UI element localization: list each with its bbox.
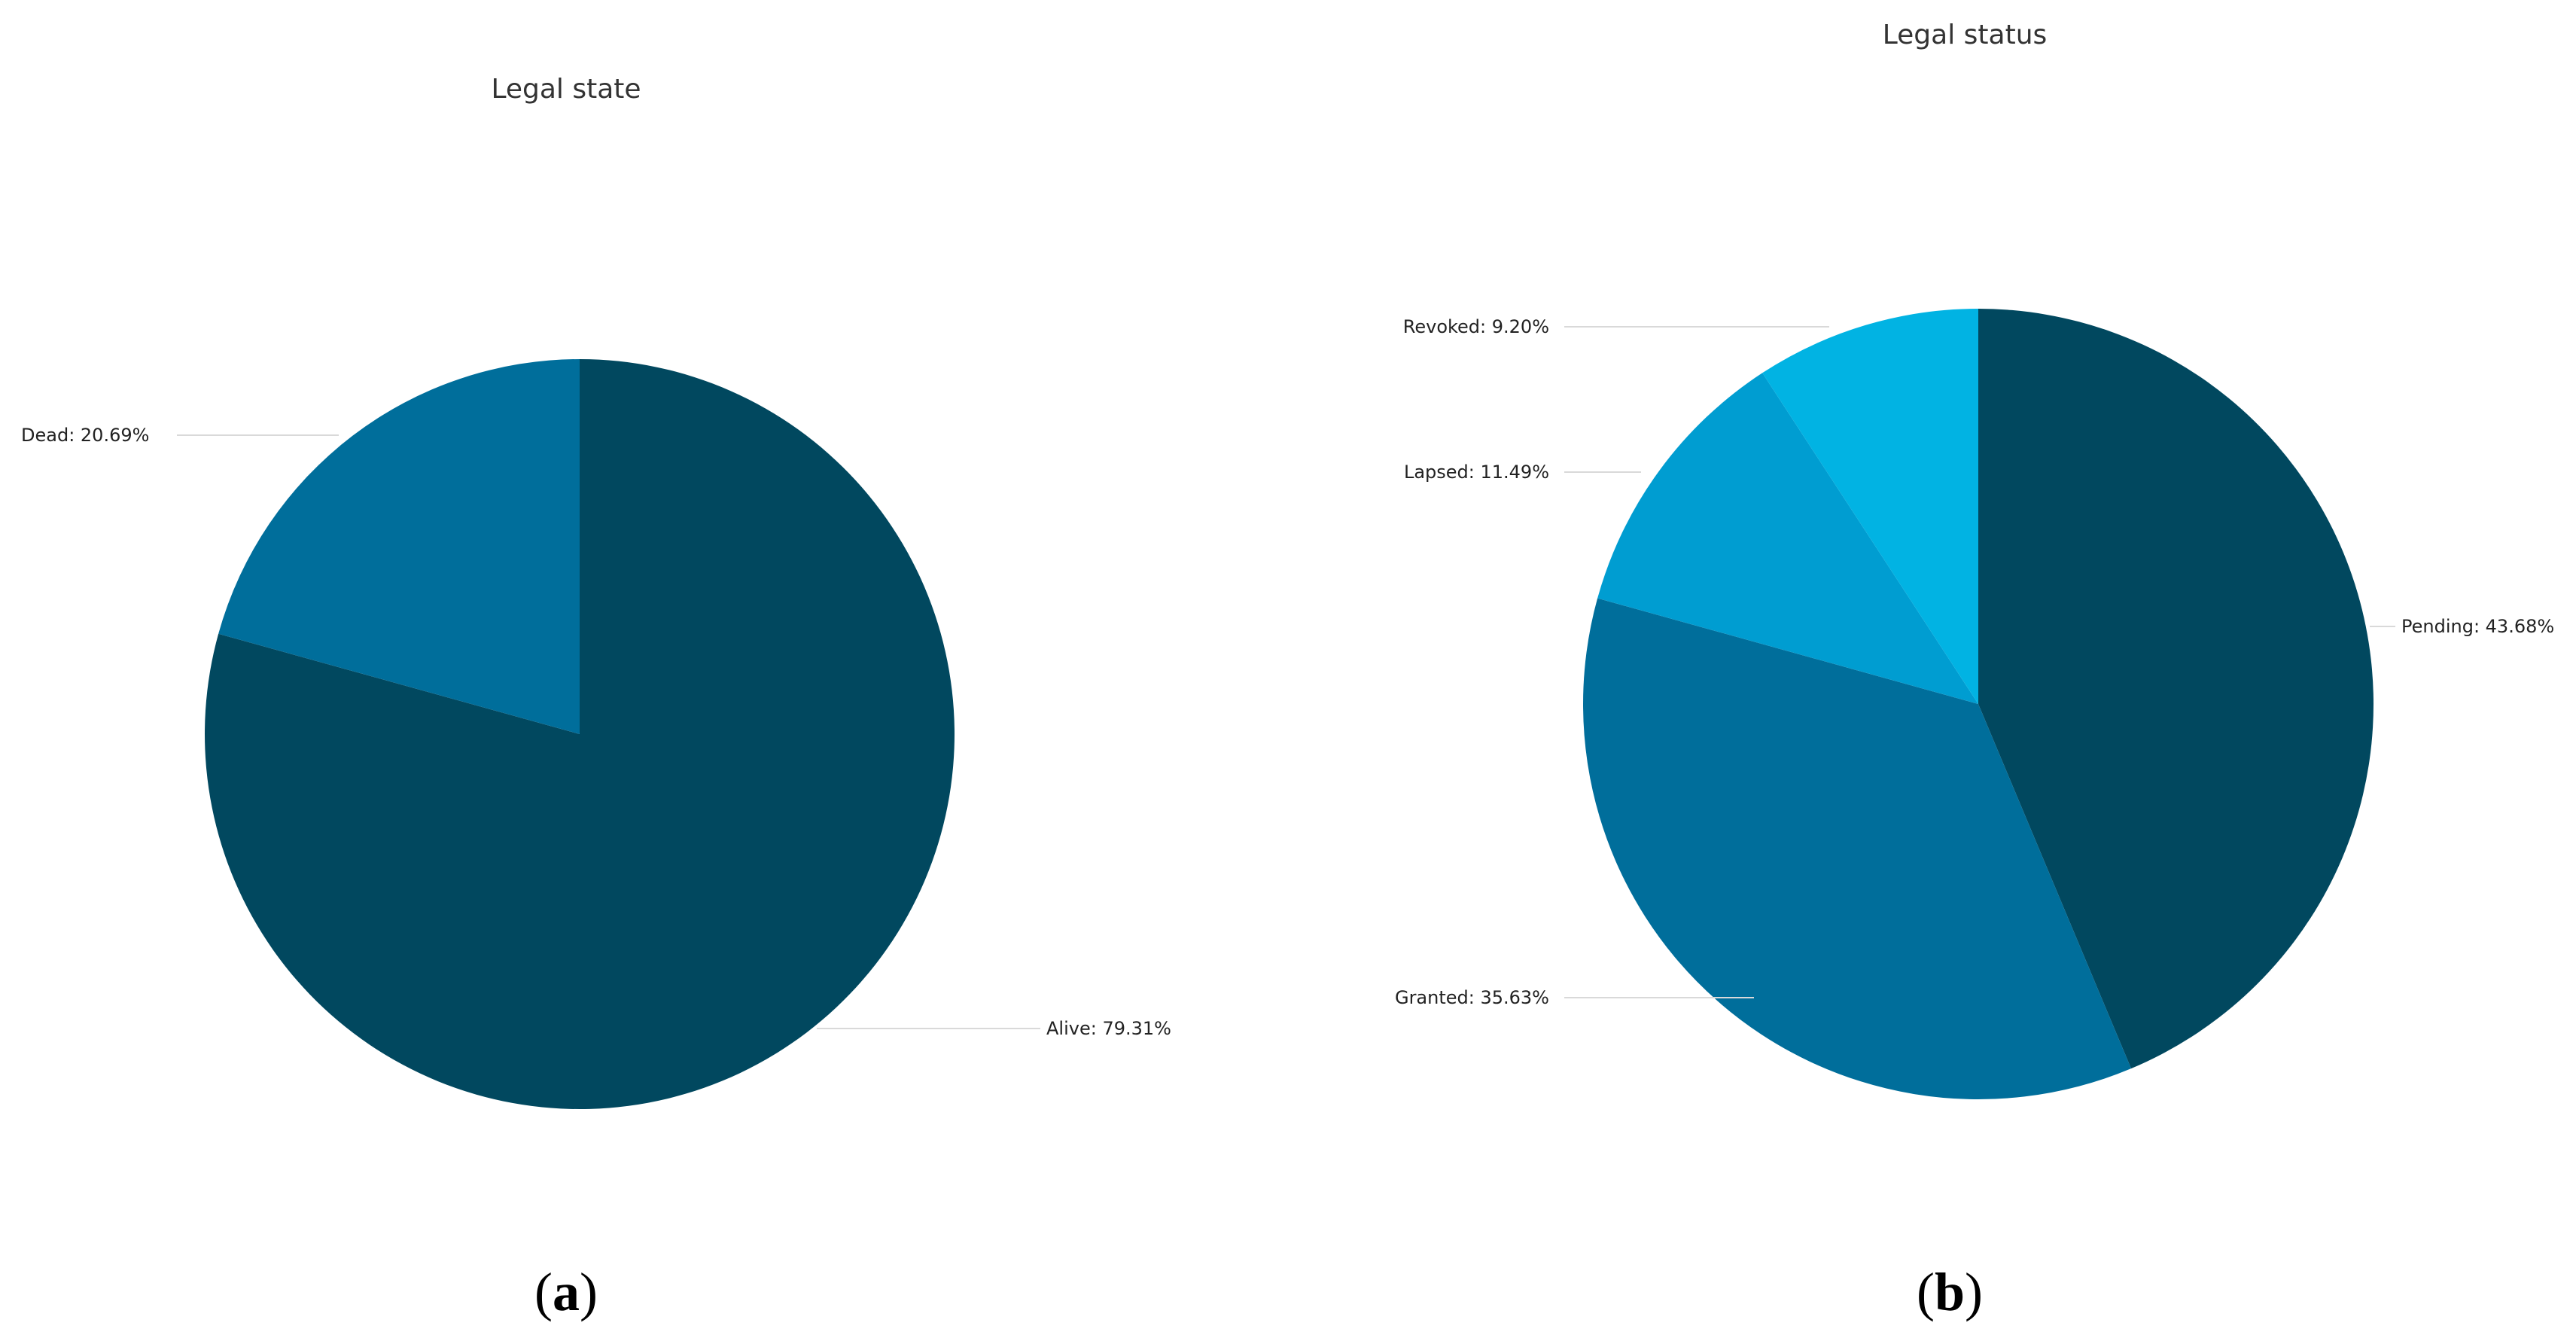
chart-title-legal-status: Legal status bbox=[1883, 20, 2048, 50]
pie-slices-legal-state bbox=[204, 359, 955, 1109]
pie-chart-legal-state: Legal state Dead: 20.69% Alive: 79.31% (… bbox=[21, 74, 1171, 1322]
pie-slice-lapsed bbox=[1597, 373, 1978, 704]
pie-slice-pending bbox=[1978, 309, 2374, 1069]
pie-slice-dead bbox=[218, 359, 580, 734]
slice-labels-legal-status: Revoked: 9.20% Lapsed: 11.49% Pending: 4… bbox=[1395, 316, 2554, 1008]
slice-label-lapsed: Lapsed: 11.49% bbox=[1404, 462, 1549, 483]
panel-label-b: (b) bbox=[1917, 1262, 1983, 1322]
slice-label-dead: Dead: 20.69% bbox=[21, 425, 149, 446]
pie-chart-legal-status: Legal status Revoked: 9.20% Lapsed: 11.4… bbox=[1395, 20, 2554, 1322]
slice-labels-legal-state: Dead: 20.69% Alive: 79.31% bbox=[21, 425, 1171, 1039]
chart-title-legal-state: Legal state bbox=[491, 74, 641, 105]
pie-slice-revoked bbox=[1762, 309, 1978, 704]
slice-label-pending: Pending: 43.68% bbox=[2401, 616, 2554, 637]
slice-label-revoked: Revoked: 9.20% bbox=[1403, 316, 1549, 337]
pie-slices-legal-status bbox=[1583, 309, 2374, 1099]
pie-slice-granted bbox=[1583, 598, 2132, 1099]
slice-label-granted: Granted: 35.63% bbox=[1395, 987, 1549, 1008]
slice-label-alive: Alive: 79.31% bbox=[1046, 1018, 1171, 1039]
pie-slice-alive bbox=[204, 359, 955, 1109]
panel-label-a: (a) bbox=[534, 1262, 598, 1322]
